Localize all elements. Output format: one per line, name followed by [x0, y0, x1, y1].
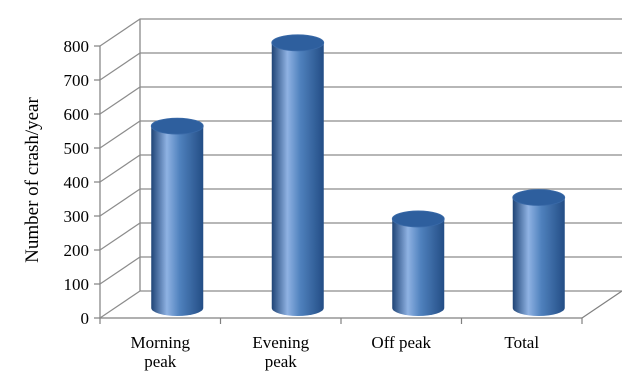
bar-body	[512, 197, 565, 316]
gridline	[99, 188, 622, 217]
y-tick-label: 100	[64, 275, 90, 294]
y-axis-title: Number of crash/year	[22, 97, 43, 263]
x-category-label: Total	[504, 333, 539, 352]
x-category-labels: Morning peak Evening peak Off peak Total	[131, 333, 540, 371]
gridline	[99, 120, 622, 149]
gridline	[99, 52, 622, 81]
bar-body	[271, 42, 324, 317]
gridline	[99, 256, 622, 285]
bar	[271, 34, 325, 317]
gridline	[99, 18, 622, 47]
y-tick-label: 0	[81, 309, 90, 328]
x-category-label: Morning peak	[131, 333, 191, 371]
gridline	[99, 222, 622, 251]
x-category-label: Evening peak	[252, 333, 309, 371]
gridline	[99, 154, 622, 183]
bars	[150, 34, 566, 317]
y-tick-label: 700	[64, 71, 90, 90]
bar-body	[392, 218, 445, 316]
y-tick-label: 300	[64, 207, 90, 226]
bar	[512, 189, 566, 316]
bar	[391, 210, 445, 316]
y-tick-labels: 0 100 200 300 400 500 600 700 800	[64, 37, 90, 328]
gridline	[99, 290, 622, 319]
bar	[150, 117, 204, 316]
bar-top	[391, 210, 445, 228]
bar-body	[151, 126, 204, 316]
y-tick-label: 800	[64, 37, 90, 56]
y-tick-label: 600	[64, 105, 90, 124]
gridlines	[94, 18, 622, 324]
bar-top	[271, 34, 325, 52]
y-tick-label: 200	[64, 241, 90, 260]
y-tick-label: 400	[64, 173, 90, 192]
y-tick-label: 500	[64, 139, 90, 158]
bar-top	[512, 189, 566, 206]
x-category-label: Off peak	[371, 333, 431, 352]
gridline	[99, 86, 622, 115]
bar-top	[150, 117, 204, 135]
floor-right-edge	[581, 290, 622, 319]
